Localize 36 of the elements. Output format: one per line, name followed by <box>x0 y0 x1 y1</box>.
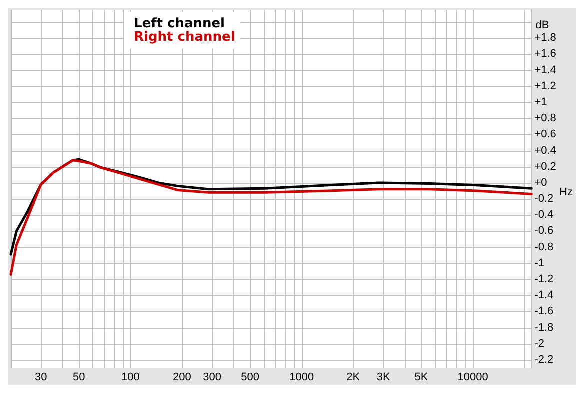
x-axis-title: Hz <box>560 186 574 198</box>
y-axis-title: dB <box>536 20 550 32</box>
y-tick-label: +1.2 <box>534 80 556 92</box>
y-tick-label: +0.6 <box>534 128 556 141</box>
y-tick-label: +1.4 <box>534 64 556 76</box>
x-tick-label: 300 <box>203 372 222 384</box>
x-tick-label: 100 <box>121 372 140 384</box>
text: Left channel <box>134 16 226 32</box>
y-tick-label: -1 <box>534 257 544 270</box>
x-tick-label: 10000 <box>458 372 488 384</box>
x-tick-label: 30 <box>35 372 48 384</box>
text: Right channel <box>134 30 236 45</box>
x-tick-label: 500 <box>241 372 260 384</box>
x-tick-label: 2K <box>346 372 361 384</box>
y-tick-label: +0.4 <box>534 144 556 157</box>
y-tick-label: +0.2 <box>534 160 556 173</box>
x-tick-label: 200 <box>173 372 192 384</box>
y-tick-label: +1.8 <box>534 32 556 44</box>
x-tick-label: 50 <box>73 372 86 384</box>
x-tick-label: 1000 <box>290 372 314 384</box>
y-tick-label: -0.8 <box>534 241 554 254</box>
y-tick-label: -1.2 <box>534 274 554 286</box>
y-tick-label: +0.8 <box>534 112 556 125</box>
y-tick-label: -1.8 <box>534 322 554 334</box>
y-tick-label: +1.6 <box>534 48 556 60</box>
y-tick-label: -0.6 <box>534 225 554 238</box>
y-tick-label: -2 <box>534 338 544 350</box>
y-tick-label: +0 <box>534 176 548 189</box>
x-tick-label: 5K <box>414 372 429 384</box>
y-tick-label: -1.6 <box>534 306 554 318</box>
y-tick-label: -2.2 <box>534 354 554 366</box>
y-tick-label: +1 <box>534 96 548 109</box>
y-tick-label: -1.4 <box>534 290 554 302</box>
y-tick-label: -0.2 <box>534 193 554 206</box>
x-tick-label: 3K <box>376 372 391 384</box>
y-tick-label: -0.4 <box>534 209 554 222</box>
